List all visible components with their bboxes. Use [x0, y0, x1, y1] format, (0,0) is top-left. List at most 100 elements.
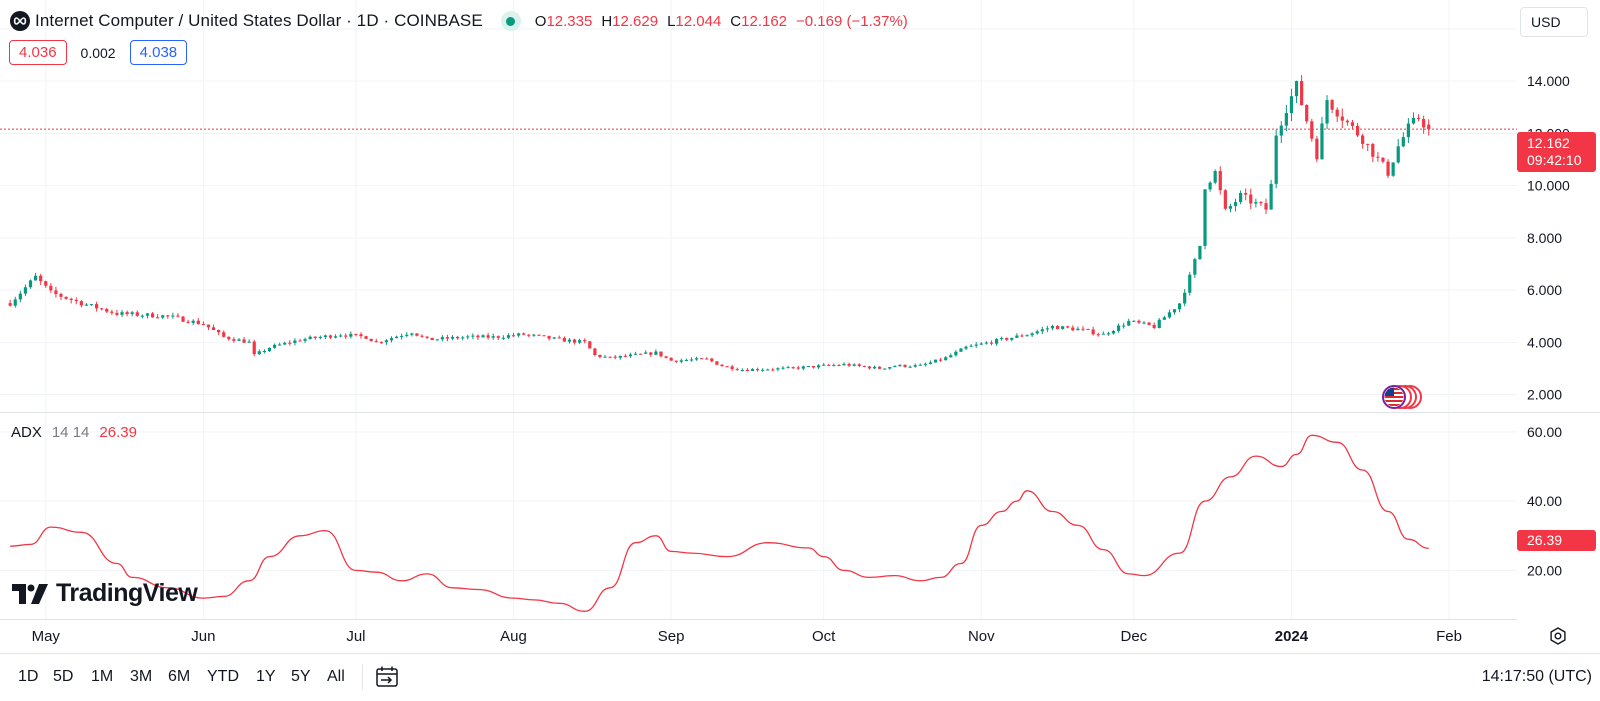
adx-param-1: 14	[51, 424, 69, 441]
candle-body	[878, 366, 882, 369]
candle-body	[130, 312, 134, 315]
candle-body	[349, 333, 353, 337]
price-tick-label: 6.000	[1527, 282, 1562, 298]
candle-body	[156, 317, 160, 319]
candle-body	[318, 337, 322, 339]
last-price-tag: 12.162 09:42:10	[1517, 132, 1596, 172]
chart-canvas[interactable]: 16.00014.00012.00010.0008.0006.0004.0002…	[0, 0, 1600, 653]
candle-body	[1172, 309, 1177, 313]
candle-body	[862, 365, 866, 367]
candle-body	[1030, 333, 1034, 336]
ohlc-open-value: 12.335	[546, 12, 593, 30]
time-tick-label: Nov	[968, 628, 995, 645]
candle-body	[64, 296, 68, 299]
candle-body	[105, 309, 109, 312]
range-1m-button[interactable]: 1M	[91, 668, 114, 685]
ohlc-values: O12.335 H12.629 L12.044 C12.162 −0.169 (…	[535, 13, 908, 30]
candle-body	[883, 368, 887, 370]
candle-body	[1244, 192, 1248, 195]
candle-body	[1228, 206, 1233, 209]
symbol-header: Internet Computer / United States Dollar…	[10, 8, 908, 34]
candle-body	[511, 335, 516, 337]
range-ytd-button[interactable]: YTD	[207, 668, 239, 685]
range-1d-button[interactable]: 1D	[18, 668, 39, 685]
range-all-button[interactable]: All	[327, 668, 345, 685]
candle-body	[639, 353, 643, 355]
spread-value: 0.002	[80, 44, 116, 61]
buy-price-button[interactable]: 4.038	[129, 40, 188, 65]
candle-body	[837, 365, 841, 367]
adx-legend[interactable]: ADX 14 14 26.39	[11, 424, 137, 441]
candle-body	[1213, 171, 1217, 183]
candle-body	[211, 327, 216, 331]
candle-body	[1137, 320, 1141, 323]
candle-body	[237, 339, 241, 341]
candle-body	[532, 334, 536, 336]
time-scale[interactable]: May Jun Jul Aug Sep Oct Nov Dec 2024 Feb	[32, 628, 1462, 645]
adx-line[interactable]	[10, 434, 1429, 612]
candle-body	[313, 336, 317, 338]
go-to-date-icon[interactable]	[374, 665, 400, 689]
candle-body	[598, 355, 602, 358]
candle-body	[1081, 328, 1085, 330]
candle-body	[822, 364, 826, 366]
price-tick-label: 2.000	[1527, 387, 1562, 403]
candle-body	[1010, 337, 1014, 340]
sell-price-button[interactable]: 4.036	[9, 40, 67, 65]
candle-body	[710, 358, 714, 362]
candle-body	[115, 312, 119, 315]
adx-scale[interactable]: 60.00 40.00 20.00	[1527, 424, 1562, 579]
candle-body	[771, 369, 775, 371]
bottom-toolbar: 1D 5D 1M 3M 6M YTD 1Y 5Y All 14:17:50 (U…	[0, 653, 1600, 701]
candle-body	[1086, 328, 1090, 330]
candle-body	[471, 335, 475, 337]
candle-body	[501, 337, 505, 339]
range-5d-button[interactable]: 5D	[53, 668, 74, 685]
range-6m-button[interactable]: 6M	[168, 668, 191, 685]
candle-body	[69, 298, 73, 301]
gear-icon[interactable]	[1548, 626, 1568, 646]
candle-body	[1411, 117, 1416, 124]
candle-body	[700, 358, 704, 360]
price-scale[interactable]: 16.00014.00012.00010.0008.0006.0004.0002…	[1527, 21, 1570, 403]
candle-body	[644, 352, 648, 354]
candle-body	[628, 354, 633, 357]
adx-last-value-tag: 26.39	[1517, 530, 1596, 551]
candle-body	[354, 333, 358, 335]
candle-body	[1177, 303, 1182, 310]
candle-body	[140, 315, 144, 317]
currency-button[interactable]: USD	[1520, 7, 1588, 37]
candle-body	[689, 359, 694, 361]
adx-value: 26.39	[99, 424, 137, 441]
candle-body	[44, 281, 48, 286]
last-price-value: 12.162	[1527, 135, 1570, 151]
candle-body	[293, 340, 297, 344]
candle-body	[654, 351, 658, 355]
candle-body	[196, 320, 200, 325]
range-3m-button[interactable]: 3M	[130, 668, 153, 685]
clock-display[interactable]: 14:17:50 (UTC)	[1481, 668, 1592, 685]
candle-body	[364, 336, 368, 339]
symbol-title[interactable]: Internet Computer / United States Dollar…	[35, 11, 483, 30]
market-open-dot-icon[interactable]	[500, 11, 521, 31]
range-1y-button[interactable]: 1Y	[256, 668, 276, 685]
candle-body	[1259, 202, 1263, 204]
tradingview-watermark: TradingView	[12, 579, 198, 608]
us-flag-icon[interactable]	[1380, 384, 1424, 415]
adx-tick-label: 40.00	[1527, 493, 1562, 509]
candlestick-series[interactable]	[8, 75, 1431, 372]
time-tick-label: Aug	[500, 628, 527, 645]
candle-body	[1096, 334, 1100, 336]
candle-body	[176, 315, 180, 317]
candle-body	[222, 332, 226, 337]
candle-body	[1223, 190, 1227, 209]
candle-body	[252, 341, 256, 355]
range-5y-button[interactable]: 5Y	[291, 668, 311, 685]
candle-body	[583, 340, 587, 342]
candle-body	[552, 337, 556, 339]
candle-body	[893, 366, 897, 368]
candle-body	[1315, 138, 1319, 160]
candle-body	[379, 341, 383, 343]
price-tick-label: 14.000	[1527, 73, 1570, 89]
candle-body	[903, 364, 907, 367]
